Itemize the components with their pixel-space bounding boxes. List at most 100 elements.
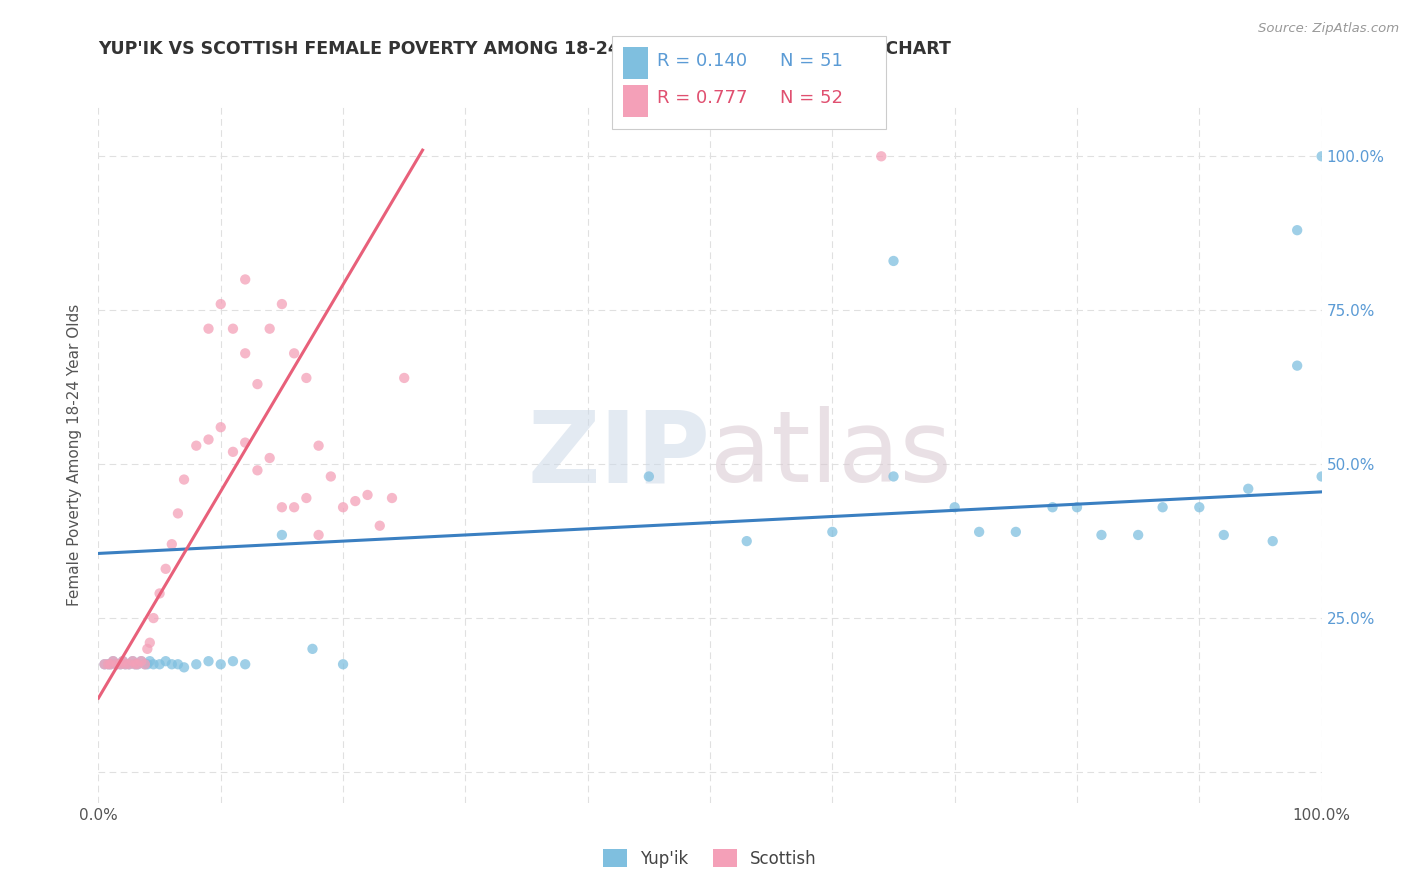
Point xyxy=(1128,528,1150,542)
Point xyxy=(118,657,141,672)
Point xyxy=(121,654,143,668)
Point xyxy=(111,654,134,668)
Point xyxy=(127,657,149,672)
Point xyxy=(149,586,172,600)
Point xyxy=(209,420,232,434)
Point xyxy=(160,537,183,551)
Point xyxy=(129,654,152,668)
Point xyxy=(344,494,367,508)
Point xyxy=(105,657,128,672)
Point xyxy=(197,654,219,668)
Point xyxy=(295,491,318,505)
Point xyxy=(197,321,219,335)
Point xyxy=(136,657,159,672)
Point xyxy=(139,654,162,668)
Point xyxy=(209,657,232,672)
Point xyxy=(246,377,269,392)
Point xyxy=(114,657,136,672)
Point xyxy=(735,534,758,549)
Point xyxy=(101,654,124,668)
Point xyxy=(160,657,183,672)
Point xyxy=(222,445,245,459)
Y-axis label: Female Poverty Among 18-24 Year Olds: Female Poverty Among 18-24 Year Olds xyxy=(67,304,83,606)
Point xyxy=(270,500,294,515)
Legend: Yup'ik, Scottish: Yup'ik, Scottish xyxy=(596,842,824,874)
Point xyxy=(1286,223,1309,237)
Point xyxy=(1042,500,1064,515)
Point xyxy=(97,657,120,672)
Text: R = 0.140: R = 0.140 xyxy=(657,52,747,70)
Point xyxy=(114,657,136,672)
Point xyxy=(209,297,232,311)
Point xyxy=(149,657,172,672)
Point xyxy=(233,435,256,450)
Text: atlas: atlas xyxy=(710,407,952,503)
Point xyxy=(233,272,256,286)
Point xyxy=(134,657,156,672)
Point xyxy=(155,562,177,576)
Point xyxy=(155,654,177,668)
Point xyxy=(173,660,195,674)
Point xyxy=(1188,500,1211,515)
Point xyxy=(222,654,245,668)
Point xyxy=(93,657,115,672)
Point xyxy=(111,654,134,668)
Point xyxy=(1237,482,1260,496)
Point xyxy=(233,657,256,672)
Point xyxy=(270,528,294,542)
Point xyxy=(381,491,404,505)
Point xyxy=(110,657,132,672)
Point xyxy=(1090,528,1112,542)
Point xyxy=(93,657,115,672)
Point xyxy=(124,657,146,672)
Point xyxy=(101,654,124,668)
Point xyxy=(967,524,990,539)
Point xyxy=(124,657,146,672)
Text: N = 52: N = 52 xyxy=(780,89,844,107)
Point xyxy=(233,346,256,360)
Point xyxy=(259,321,281,335)
Point xyxy=(308,528,330,542)
Point xyxy=(270,297,294,311)
Point xyxy=(943,500,966,515)
Text: R = 0.777: R = 0.777 xyxy=(657,89,747,107)
Point xyxy=(197,433,219,447)
Point xyxy=(368,518,391,533)
Text: YUP'IK VS SCOTTISH FEMALE POVERTY AMONG 18-24 YEAR OLDS CORRELATION CHART: YUP'IK VS SCOTTISH FEMALE POVERTY AMONG … xyxy=(98,40,952,58)
Point xyxy=(283,346,305,360)
Point xyxy=(821,524,844,539)
Point xyxy=(259,450,281,465)
Point xyxy=(110,657,132,672)
Point xyxy=(97,657,120,672)
Point xyxy=(246,463,269,477)
Point xyxy=(105,657,128,672)
Point xyxy=(319,469,342,483)
Point xyxy=(129,654,152,668)
Point xyxy=(134,657,156,672)
Point xyxy=(301,641,323,656)
Point xyxy=(186,657,208,672)
Point xyxy=(118,657,141,672)
Point xyxy=(1212,528,1234,542)
Point xyxy=(1310,469,1333,483)
Point xyxy=(136,641,159,656)
Point xyxy=(1066,500,1088,515)
Point xyxy=(222,321,245,335)
Point xyxy=(883,254,905,268)
Point xyxy=(870,149,893,163)
Point xyxy=(883,469,905,483)
Point xyxy=(142,611,165,625)
Point xyxy=(100,657,122,672)
Text: Source: ZipAtlas.com: Source: ZipAtlas.com xyxy=(1258,22,1399,36)
Text: ZIP: ZIP xyxy=(527,407,710,503)
Point xyxy=(142,657,165,672)
Point xyxy=(1152,500,1174,515)
Point xyxy=(1310,149,1333,163)
Point xyxy=(100,657,122,672)
Point xyxy=(121,654,143,668)
Point xyxy=(1286,359,1309,373)
Point xyxy=(638,469,661,483)
Text: N = 51: N = 51 xyxy=(780,52,844,70)
Point xyxy=(186,439,208,453)
Point xyxy=(308,439,330,453)
